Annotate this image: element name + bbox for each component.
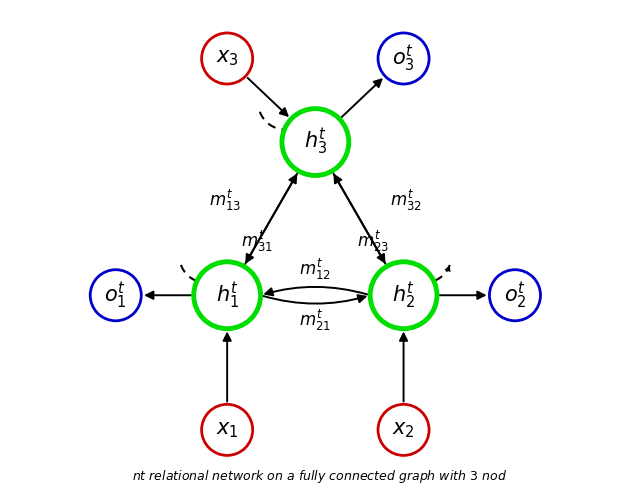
Text: $h_3^t$: $h_3^t$: [304, 127, 327, 157]
Text: $\it{nt}$ $\it{relational\ network\ on\ a\ fully\ connected\ graph\ with\ 3\ nod: $\it{nt}$ $\it{relational\ network\ on\ …: [132, 468, 508, 485]
Circle shape: [490, 270, 541, 321]
Text: $o_3^t$: $o_3^t$: [392, 43, 415, 74]
Circle shape: [282, 108, 349, 176]
Circle shape: [90, 270, 141, 321]
Circle shape: [202, 404, 253, 456]
Text: $o_2^t$: $o_2^t$: [504, 280, 526, 311]
Text: $m_{31}^t$: $m_{31}^t$: [241, 229, 273, 254]
Text: $h_2^t$: $h_2^t$: [392, 280, 415, 311]
Circle shape: [194, 262, 260, 329]
Text: $m_{21}^t$: $m_{21}^t$: [300, 308, 332, 333]
Text: $x_1$: $x_1$: [216, 420, 239, 440]
Text: $m_{12}^t$: $m_{12}^t$: [300, 257, 332, 282]
Circle shape: [378, 33, 429, 84]
Text: $h_1^t$: $h_1^t$: [216, 280, 239, 311]
Circle shape: [370, 262, 437, 329]
Text: $m_{23}^t$: $m_{23}^t$: [357, 229, 389, 254]
Text: $m_{13}^t$: $m_{13}^t$: [209, 187, 241, 212]
Text: $m_{32}^t$: $m_{32}^t$: [390, 187, 422, 212]
Text: $x_2$: $x_2$: [392, 420, 415, 440]
Circle shape: [202, 33, 253, 84]
Circle shape: [378, 404, 429, 456]
Text: $x_3$: $x_3$: [216, 49, 239, 69]
Text: $o_1^t$: $o_1^t$: [104, 280, 127, 311]
